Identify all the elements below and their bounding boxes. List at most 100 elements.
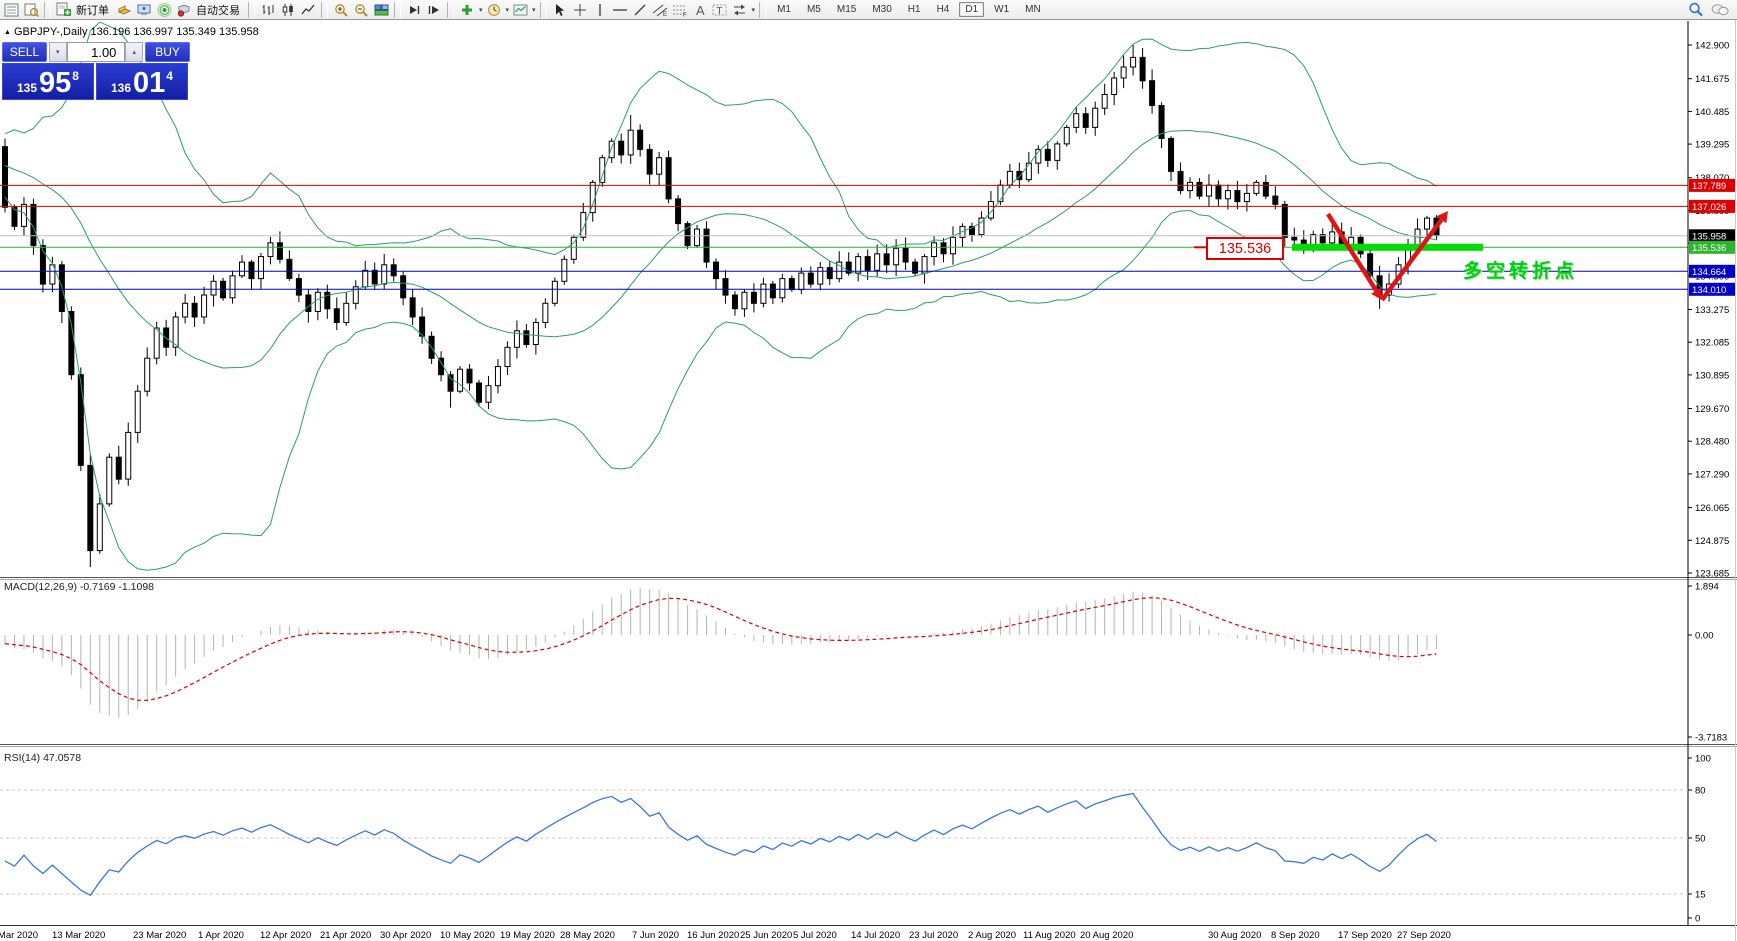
svg-text:0: 0	[1695, 914, 1700, 925]
svg-text:124.875: 124.875	[1695, 536, 1729, 547]
add-indicator-icon[interactable]	[458, 2, 476, 18]
sell-button[interactable]: SELL	[2, 42, 47, 62]
sell-price-prefix: 135	[17, 81, 38, 95]
sell-price-tile[interactable]: 135 95 8	[2, 63, 94, 100]
text-icon[interactable]: A	[691, 2, 709, 18]
tile-windows-icon[interactable]	[372, 2, 390, 18]
dropdown-caret-icon[interactable]: ▾	[532, 6, 536, 14]
svg-text:1.894: 1.894	[1695, 582, 1719, 593]
timeframe-button-m1[interactable]: M1	[777, 4, 791, 15]
new-order-icon[interactable]	[55, 2, 73, 18]
toolbar-separator	[539, 1, 547, 18]
timeframe-button-mn[interactable]: MN	[1025, 4, 1041, 15]
chat-icon[interactable]	[1711, 2, 1729, 18]
rsi-label: RSI(14) 47.0578	[4, 752, 82, 764]
svg-text:8 Sep 2020: 8 Sep 2020	[1271, 930, 1320, 941]
dropdown-caret-icon[interactable]: ▾	[751, 6, 756, 14]
volume-input[interactable]: 1.00	[66, 42, 126, 62]
strategy-tester-icon[interactable]	[135, 2, 153, 18]
vline-icon[interactable]	[591, 2, 609, 18]
label-icon[interactable]: T	[711, 2, 729, 18]
svg-text:15: 15	[1695, 890, 1706, 901]
svg-text:123.685: 123.685	[1695, 569, 1729, 580]
hline-icon[interactable]	[611, 2, 629, 18]
svg-text:17 Sep 2020: 17 Sep 2020	[1338, 930, 1392, 941]
support-zone-bar[interactable]	[1292, 243, 1483, 251]
zoom-out-icon[interactable]	[352, 2, 370, 18]
data-window-icon[interactable]	[22, 2, 40, 18]
template-icon[interactable]	[511, 2, 529, 18]
symbol-marker-icon: ▲	[4, 29, 11, 36]
shapes-icon[interactable]	[731, 2, 749, 18]
svg-text:14 Jul 2020: 14 Jul 2020	[851, 930, 900, 941]
svg-text:135.536: 135.536	[1692, 243, 1726, 254]
timeframe-button-m5[interactable]: M5	[806, 4, 821, 15]
svg-text:E: E	[663, 12, 667, 17]
chart-forward-icon[interactable]	[405, 2, 423, 18]
timeframe-button-m30[interactable]: M30	[872, 4, 892, 15]
svg-text:130.895: 130.895	[1695, 370, 1729, 381]
svg-text:137.789: 137.789	[1692, 181, 1726, 192]
svg-text:30 Aug 2020: 30 Aug 2020	[1208, 930, 1261, 941]
svg-text:4 Mar 2020: 4 Mar 2020	[0, 930, 38, 941]
channel-icon[interactable]: E	[651, 2, 669, 18]
price-axis: 142.900141.675140.485139.295138.070136.8…	[1688, 41, 1729, 580]
price-callout-label[interactable]: 135.536	[1206, 237, 1284, 260]
timeframe-button-h4[interactable]: H4	[936, 4, 950, 15]
buy-price-tile[interactable]: 136 01 4	[96, 63, 188, 100]
date-axis: 4 Mar 2020 13 Mar 2020 23 Mar 2020 1 Apr 20…	[0, 930, 1451, 941]
toolbar: 新订单 自动交易 ▾ ▾ ▾ E F A T ▾ M1 M5 M15 M30 H1 H4 D1 W1 MN	[0, 0, 1737, 20]
volume-increase-button[interactable]: ▴	[125, 42, 144, 62]
svg-text:137.026: 137.026	[1692, 202, 1726, 213]
dropdown-caret-icon[interactable]: ▾	[505, 6, 510, 14]
svg-text:1 Apr 2020: 1 Apr 2020	[198, 930, 244, 941]
zoom-in-icon[interactable]	[332, 2, 350, 18]
timeframe-button-m15[interactable]: M15	[836, 4, 857, 15]
fibonacci-icon[interactable]: F	[671, 2, 689, 18]
rsi-line	[4, 792, 1437, 897]
bollinger-middle	[4, 129, 1437, 369]
candlestick-icon[interactable]	[279, 2, 297, 18]
chart-end-icon[interactable]	[425, 2, 443, 18]
market-watch-icon[interactable]	[2, 2, 20, 18]
svg-text:141.675: 141.675	[1695, 74, 1729, 85]
dropdown-caret-icon[interactable]: ▾	[479, 6, 483, 14]
timeframe-button-d1[interactable]: D1	[959, 2, 985, 17]
autotrading-button[interactable]: 自动交易	[196, 4, 240, 17]
svg-text:25 Jun 2020: 25 Jun 2020	[740, 930, 792, 941]
svg-text:7 Jun 2020: 7 Jun 2020	[632, 930, 679, 941]
autotrading-icon[interactable]	[175, 2, 193, 18]
svg-text:28 May 2020: 28 May 2020	[560, 930, 615, 941]
buy-price-prefix: 136	[111, 81, 132, 95]
v-reversal-arrows[interactable]	[1326, 211, 1448, 302]
trendline-icon[interactable]	[631, 2, 649, 18]
timeframe-button-h1[interactable]: H1	[907, 4, 921, 15]
crosshair-icon[interactable]	[571, 2, 589, 18]
chart-title: ▲ GBPJPY-,Daily 136.196 136.997 135.349 1…	[4, 26, 259, 38]
svg-text:134.010: 134.010	[1692, 285, 1726, 296]
buy-price-sup: 4	[166, 69, 173, 83]
period-clock-icon[interactable]	[485, 2, 503, 18]
bar-chart-icon[interactable]	[259, 2, 277, 18]
svg-text:126.065: 126.065	[1695, 503, 1729, 514]
cursor-icon[interactable]	[551, 2, 569, 18]
volume-decrease-button[interactable]: ▾	[48, 42, 67, 62]
horizontal-lines[interactable]	[0, 184, 1688, 290]
turning-point-annotation[interactable]: 多空转折点	[1463, 261, 1579, 282]
svg-text:134.664: 134.664	[1692, 267, 1726, 278]
line-chart-icon[interactable]	[299, 2, 317, 18]
macd-signal-line	[4, 597, 1437, 702]
signals-icon[interactable]	[155, 2, 173, 18]
search-icon[interactable]	[1687, 2, 1705, 18]
rsi-indicator	[0, 789, 1688, 897]
buy-button[interactable]: BUY	[145, 42, 191, 62]
svg-text:129.670: 129.670	[1695, 404, 1729, 415]
new-order-button[interactable]: 新订单	[76, 4, 109, 17]
metaeditor-icon[interactable]	[115, 2, 133, 18]
svg-text:2 Aug 2020: 2 Aug 2020	[968, 930, 1016, 941]
timeframe-button-w1[interactable]: W1	[994, 4, 1010, 15]
svg-text:127.290: 127.290	[1695, 469, 1729, 480]
